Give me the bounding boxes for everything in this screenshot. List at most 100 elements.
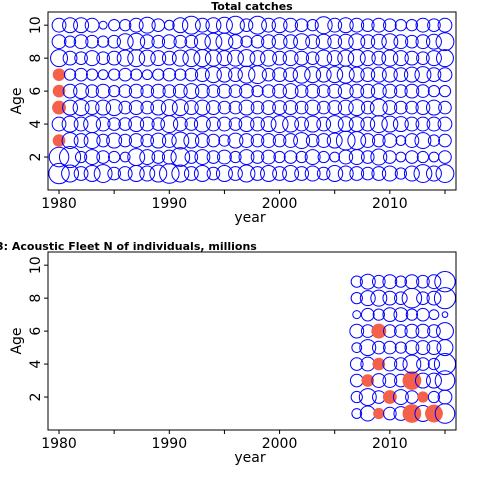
y-tick-label: 2 [28, 153, 44, 162]
positive-residual-bubble [161, 50, 177, 66]
positive-residual-bubble [261, 133, 276, 148]
positive-residual-bubble [138, 49, 156, 67]
positive-residual-bubble [184, 67, 199, 82]
positive-residual-bubble [403, 165, 420, 182]
positive-residual-bubble [161, 34, 177, 50]
positive-residual-bubble [428, 151, 440, 163]
positive-residual-bubble [329, 151, 341, 163]
positive-residual-bubble [416, 51, 430, 65]
negative-residual-bubble [52, 100, 66, 115]
positive-residual-bubble [404, 133, 420, 148]
positive-residual-bubble [150, 50, 167, 67]
positive-residual-bubble [382, 373, 398, 388]
positive-residual-bubble [272, 166, 287, 181]
positive-residual-bubble [371, 50, 387, 66]
positive-residual-bubble [227, 132, 244, 149]
positive-residual-bubble [84, 149, 101, 166]
positive-residual-bubble [352, 310, 362, 320]
positive-residual-bubble [304, 66, 322, 84]
positive-residual-bubble [118, 67, 133, 82]
positive-residual-bubble [372, 340, 386, 355]
positive-residual-bubble [215, 165, 233, 183]
positive-residual-bubble [294, 116, 310, 132]
positive-residual-bubble [370, 148, 388, 166]
positive-residual-bubble [294, 18, 309, 33]
positive-residual-bubble [139, 116, 155, 132]
positive-residual-bubble [337, 83, 354, 100]
positive-residual-bubble [51, 116, 67, 132]
y-tick-label: 10 [28, 256, 44, 274]
positive-residual-bubble [282, 50, 299, 67]
positive-residual-bubble [73, 166, 89, 181]
positive-residual-bubble [250, 34, 265, 49]
positive-residual-bubble [260, 165, 278, 183]
positive-residual-bubble [184, 150, 199, 164]
positive-residual-bubble [433, 353, 457, 376]
positive-residual-bubble [359, 405, 376, 422]
positive-residual-bubble [150, 132, 167, 149]
positive-residual-bubble [382, 274, 398, 290]
positive-residual-bubble [215, 16, 233, 34]
negative-residual-bubble [371, 323, 387, 339]
positive-residual-bubble [96, 133, 110, 148]
positive-residual-bubble [426, 340, 442, 355]
positive-residual-bubble [73, 34, 89, 50]
y-axis-label: Age [9, 327, 25, 354]
positive-residual-bubble [370, 289, 388, 307]
positive-residual-bubble [161, 149, 177, 165]
positive-residual-bubble [415, 323, 431, 339]
positive-residual-bubble [316, 100, 331, 115]
positive-residual-bubble [193, 115, 211, 133]
positive-residual-bubble [436, 49, 454, 68]
positive-residual-bubble [393, 34, 409, 50]
positive-residual-bubble [335, 130, 356, 151]
positive-residual-bubble [438, 150, 452, 164]
positive-residual-bubble [172, 17, 189, 34]
positive-residual-bubble [305, 34, 321, 50]
positive-residual-bubble [414, 132, 432, 150]
positive-residual-bubble [84, 100, 100, 115]
positive-residual-bubble [327, 34, 343, 50]
positive-residual-bubble [138, 16, 156, 34]
positive-residual-bubble [140, 100, 155, 115]
positive-residual-bubble [261, 34, 276, 50]
positive-residual-bubble [382, 290, 398, 306]
positive-residual-bubble [359, 273, 376, 290]
positive-residual-bubble [128, 17, 144, 33]
positive-residual-bubble [261, 17, 276, 33]
positive-residual-bubble [194, 83, 210, 99]
positive-residual-bubble [83, 165, 101, 183]
positive-residual-bubble [93, 164, 113, 183]
positive-residual-bubble [304, 165, 321, 182]
positive-residual-bubble [163, 19, 175, 31]
positive-residual-bubble [63, 35, 77, 48]
positive-residual-bubble [194, 67, 210, 83]
positive-residual-bubble [360, 67, 376, 83]
positive-residual-bubble [140, 84, 155, 98]
positive-residual-bubble [437, 17, 453, 33]
positive-residual-bubble [337, 49, 355, 67]
positive-residual-bubble [217, 116, 232, 132]
positive-residual-bubble [433, 287, 457, 310]
positive-residual-bubble [51, 34, 67, 50]
positive-residual-bubble [228, 166, 243, 181]
positive-residual-bubble [216, 66, 233, 83]
positive-residual-bubble [404, 274, 420, 290]
positive-residual-bubble [370, 66, 387, 83]
positive-residual-bubble [62, 50, 78, 66]
positive-residual-bubble [130, 68, 143, 81]
positive-residual-bubble [393, 67, 409, 83]
positive-residual-bubble [294, 84, 309, 98]
positive-residual-bubble [74, 51, 88, 65]
positive-residual-bubble [118, 100, 133, 115]
y-tick-label: 4 [28, 360, 44, 369]
positive-residual-bubble [273, 150, 286, 164]
positive-residual-bubble [349, 373, 364, 388]
positive-residual-bubble [204, 66, 222, 84]
x-tick-label: 2000 [262, 436, 298, 452]
positive-residual-bubble [206, 100, 221, 115]
positive-residual-bubble [139, 149, 156, 166]
positive-residual-bubble [326, 165, 344, 183]
positive-residual-bubble [237, 164, 256, 183]
positive-residual-bubble [394, 357, 408, 371]
